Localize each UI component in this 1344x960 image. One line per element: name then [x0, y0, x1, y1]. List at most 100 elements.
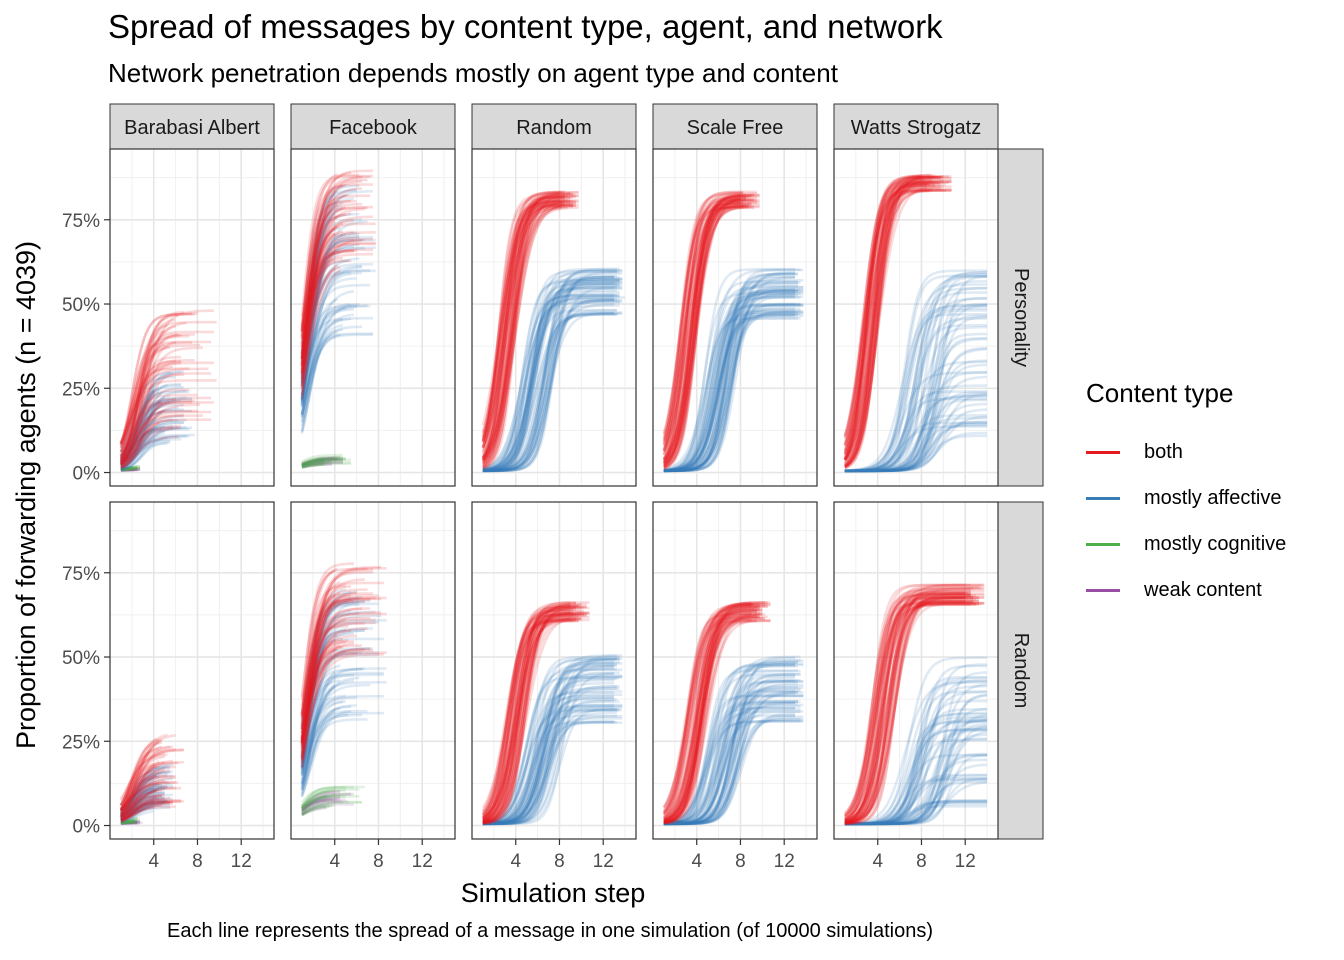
series-line-both	[481, 194, 579, 462]
series-line-mostly-cognitive	[120, 466, 141, 471]
series-line-mostly-affective	[663, 290, 804, 472]
series-line-both	[119, 365, 174, 447]
series-line-mostly-affective	[663, 281, 798, 472]
series-line-both	[482, 199, 563, 470]
series-line-mostly-affective	[482, 711, 617, 825]
series-line-mostly-affective	[300, 676, 360, 777]
series-line-both	[300, 221, 344, 349]
panel-border	[109, 501, 275, 840]
series-line-mostly-cognitive	[482, 821, 500, 825]
panel-background	[291, 149, 455, 486]
series-line-both	[300, 612, 387, 744]
series-line-both	[120, 776, 176, 821]
series-line-mostly-affective	[120, 785, 168, 822]
series-line-both	[119, 401, 163, 460]
panel-background	[653, 502, 817, 839]
series-line-both	[482, 604, 579, 821]
legend-title: Content type	[1086, 378, 1234, 408]
series-line-mostly-affective	[663, 275, 796, 473]
legend-key	[1086, 450, 1120, 454]
series-line-both	[482, 611, 590, 825]
series-line-mostly-affective	[844, 671, 988, 826]
panel-background	[834, 502, 998, 839]
series-line-weak-content	[120, 820, 132, 825]
series-line-both	[844, 601, 974, 825]
series-line-mostly-affective	[844, 309, 988, 473]
series-line-mostly-affective	[844, 303, 988, 473]
panel-background	[472, 502, 636, 839]
series-line-both	[300, 248, 373, 354]
series-line-mostly-affective	[663, 291, 796, 472]
series-line-both	[481, 204, 574, 444]
series-line-both	[843, 188, 944, 451]
series-line-both	[843, 180, 936, 456]
series-line-weak-content	[301, 458, 324, 468]
series-line-mostly-cognitive	[120, 821, 132, 825]
series-line-mostly-affective	[119, 383, 182, 460]
series-line-both	[481, 191, 565, 452]
series-line-mostly-cognitive	[120, 816, 138, 823]
series-line-mostly-affective	[844, 271, 988, 472]
series-line-mostly-cognitive	[301, 462, 327, 469]
series-line-mostly-affective	[120, 425, 158, 463]
series-line-both	[663, 199, 757, 468]
series-line-mostly-affective	[482, 661, 615, 826]
series-line-both	[119, 346, 203, 464]
series-line-mostly-cognitive	[120, 467, 141, 472]
series-line-mostly-affective	[120, 804, 171, 821]
series-line-mostly-affective	[663, 311, 798, 473]
series-line-both	[120, 789, 158, 819]
series-line-both	[481, 202, 574, 463]
series-line-both	[300, 580, 341, 730]
series-line-mostly-affective	[120, 773, 158, 816]
series-line-both	[843, 592, 971, 818]
series-line-mostly-affective	[119, 787, 160, 817]
series-line-mostly-affective	[120, 418, 187, 470]
series-line-both	[300, 647, 371, 761]
series-line-mostly-affective	[844, 394, 988, 473]
series-line-both	[120, 794, 162, 818]
legend-items: both mostly affective mostly cognitive weak…	[1086, 429, 1286, 613]
series-line-mostly-affective	[482, 721, 623, 826]
series-line-both	[300, 645, 344, 734]
series-line-both	[663, 606, 760, 821]
series-line-mostly-affective	[844, 314, 988, 473]
series-line-both	[119, 401, 214, 463]
panel-random-personality	[481, 190, 626, 473]
series-line-mostly-affective	[482, 693, 623, 825]
series-line-mostly-cognitive	[301, 458, 346, 466]
series-line-mostly-affective	[482, 293, 620, 470]
series-line-mostly-cognitive	[482, 820, 497, 824]
series-line-mostly-cognitive	[301, 804, 333, 817]
series-line-mostly-affective	[844, 397, 988, 473]
facet-label: Personality	[1010, 268, 1032, 367]
series-line-mostly-affective	[663, 296, 801, 473]
series-line-mostly-affective	[300, 235, 360, 400]
x-tick-label: 8	[192, 851, 203, 872]
series-line-mostly-affective	[300, 600, 349, 733]
series-line-both	[844, 598, 977, 824]
series-line-weak-content	[120, 467, 138, 471]
series-line-both	[482, 610, 571, 823]
series-line-both	[300, 596, 387, 728]
series-line-mostly-affective	[120, 385, 184, 465]
series-line-mostly-affective	[844, 416, 988, 473]
series-line-both	[120, 435, 179, 467]
series-line-both	[119, 389, 155, 463]
legend-item: mostly cognitive	[1086, 521, 1286, 567]
series-line-mostly-cognitive	[663, 820, 684, 824]
series-line-both	[844, 596, 966, 825]
series-line-mostly-affective	[482, 668, 617, 825]
series-line-both	[481, 204, 563, 433]
series-line-both	[843, 175, 941, 451]
series-line-mostly-affective	[119, 383, 168, 458]
series-line-both	[119, 333, 182, 465]
series-line-mostly-affective	[844, 421, 988, 473]
series-line-mostly-affective	[300, 681, 387, 768]
series-line-both	[119, 765, 160, 819]
series-line-mostly-cognitive	[120, 821, 135, 825]
series-line-both	[119, 342, 158, 444]
series-line-both	[844, 583, 966, 824]
series-line-both	[482, 601, 576, 825]
series-line-both	[663, 608, 760, 822]
